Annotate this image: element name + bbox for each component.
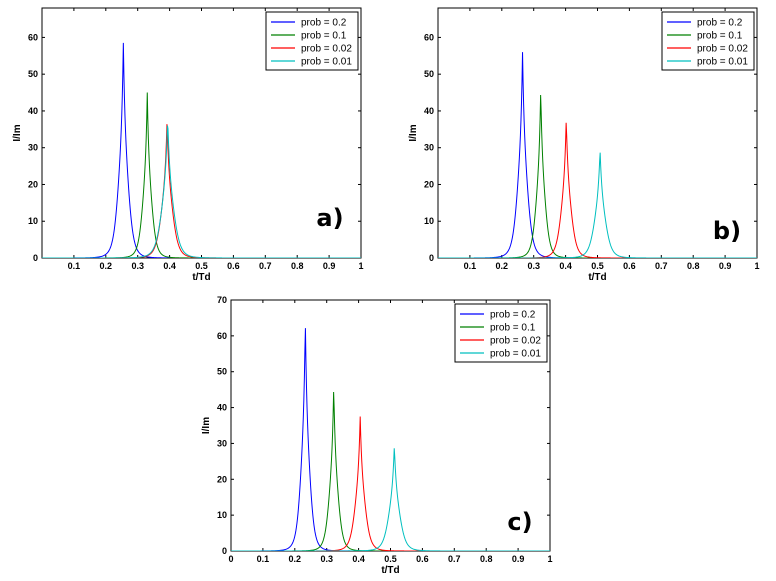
legend-entry: prob = 0.02 (697, 44, 748, 55)
x-tick-label: 0.8 (687, 261, 700, 271)
panel-label: c) (507, 508, 532, 536)
y-tick-label: 30 (28, 143, 38, 153)
legend-entry: prob = 0.2 (301, 18, 347, 29)
panel-label: b) (713, 217, 741, 245)
x-axis-label: t/Td (192, 272, 210, 283)
y-tick-label: 60 (424, 32, 434, 42)
y-tick-label: 40 (28, 106, 38, 116)
legend-entry: prob = 0.02 (490, 336, 541, 347)
legend: prob = 0.2 prob = 0.1 prob = 0.02 prob = 0.… (661, 11, 755, 71)
y-tick-label: 0 (429, 253, 434, 263)
x-tick-label: 0.9 (719, 261, 732, 271)
x-tick-label: 0.5 (195, 261, 208, 271)
y-tick-label: 50 (424, 69, 434, 79)
legend-entry: prob = 0.02 (301, 44, 352, 55)
x-tick-label: 1 (754, 261, 759, 271)
y-tick-label: 0 (33, 253, 38, 263)
series-line-4 (42, 125, 361, 258)
x-tick-label: 0.1 (68, 261, 81, 271)
x-tick-label: 0.4 (163, 261, 176, 271)
x-axis-label: t/Td (381, 565, 399, 576)
x-tick-label: 1 (547, 554, 552, 564)
legend: prob = 0.2 prob = 0.1 prob = 0.02 prob = 0.… (265, 11, 359, 71)
y-tick-label: 20 (28, 179, 38, 189)
y-tick-label: 50 (217, 367, 227, 377)
x-tick-label: 0.2 (100, 261, 113, 271)
x-tick-label: 0.6 (416, 554, 429, 564)
x-tick-label: 0.2 (289, 554, 302, 564)
chart-panel-2: 0.1 0.2 0.3 0.4 0.5 0.6 0.7 0.8 0.9 1010203040506… (408, 7, 760, 283)
x-tick-label: 0 (228, 554, 233, 564)
y-tick-label: 0 (222, 546, 227, 556)
x-tick-label: 0.1 (464, 261, 477, 271)
x-tick-label: 0.3 (320, 554, 333, 564)
y-tick-label: 30 (217, 438, 227, 448)
y-tick-label: 60 (217, 331, 227, 341)
series-line-4 (231, 448, 550, 551)
y-tick-label: 10 (28, 216, 38, 226)
x-tick-label: 0.8 (291, 261, 304, 271)
x-tick-label: 0.5 (591, 261, 604, 271)
chart-panel-1: 0.1 0.2 0.3 0.4 0.5 0.6 0.7 0.8 0.9 1010203040506… (12, 7, 364, 283)
y-tick-label: 60 (28, 32, 38, 42)
y-tick-label: 10 (424, 216, 434, 226)
legend-entry: prob = 0.2 (490, 310, 536, 321)
y-tick-label: 10 (217, 510, 227, 520)
x-tick-label: 0.3 (527, 261, 540, 271)
y-tick-label: 30 (424, 143, 434, 153)
x-tick-label: 0.2 (496, 261, 509, 271)
chart-panel-3: 0 0.1 0.2 0.3 0.4 0.5 0.6 0.7 0.8 0.9 101020304050… (201, 295, 553, 576)
panel-label: a) (316, 204, 343, 232)
x-tick-label: 1 (358, 261, 363, 271)
x-tick-label: 0.6 (623, 261, 636, 271)
series-line-1 (231, 328, 550, 551)
legend-entry: prob = 0.1 (490, 323, 536, 334)
x-tick-label: 0.9 (323, 261, 336, 271)
y-tick-label: 40 (217, 403, 227, 413)
x-tick-label: 0.5 (384, 554, 397, 564)
legend-entry: prob = 0.01 (490, 349, 541, 360)
y-tick-label: 20 (217, 474, 227, 484)
legend-box (454, 303, 548, 363)
legend-entry: prob = 0.01 (697, 57, 748, 68)
x-tick-label: 0.9 (512, 554, 525, 564)
x-tick-label: 0.7 (448, 554, 461, 564)
y-tick-label: 20 (424, 179, 434, 189)
x-tick-label: 0.4 (559, 261, 572, 271)
y-axis-label: I/Im (408, 124, 419, 141)
x-tick-label: 0.7 (655, 261, 668, 271)
y-tick-label: 40 (424, 106, 434, 116)
y-tick-label: 70 (217, 295, 227, 305)
x-axis-label: t/Td (588, 272, 606, 283)
y-tick-label: 50 (28, 69, 38, 79)
x-tick-label: 0.4 (352, 554, 365, 564)
x-tick-label: 0.1 (257, 554, 270, 564)
legend: prob = 0.2 prob = 0.1 prob = 0.02 prob = 0.… (454, 303, 548, 363)
x-tick-label: 0.3 (131, 261, 144, 271)
x-tick-label: 0.7 (259, 261, 272, 271)
legend-entry: prob = 0.01 (301, 57, 352, 68)
x-tick-label: 0.8 (480, 554, 493, 564)
x-tick-label: 0.6 (227, 261, 240, 271)
y-axis-label: I/Im (12, 124, 23, 141)
legend-entry: prob = 0.1 (697, 31, 743, 42)
series-line-4 (438, 152, 757, 258)
legend-entry: prob = 0.1 (301, 31, 347, 42)
legend-entry: prob = 0.2 (697, 18, 743, 29)
y-axis-label: I/Im (201, 417, 212, 434)
